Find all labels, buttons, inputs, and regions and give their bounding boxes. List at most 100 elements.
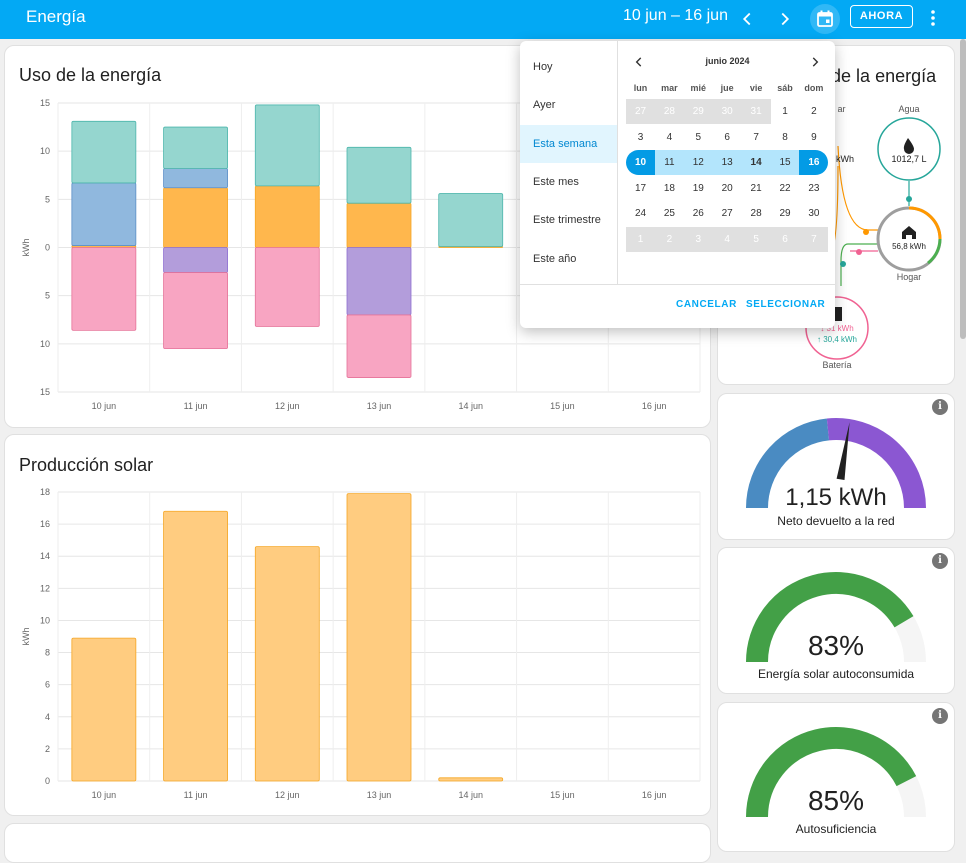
now-button[interactable]: AHORA <box>850 5 913 28</box>
more-vert-icon[interactable] <box>923 8 943 28</box>
calendar-day[interactable]: 30 <box>808 208 820 219</box>
preset-this-week[interactable]: Esta semana <box>520 125 617 163</box>
calendar-day[interactable]: 24 <box>634 208 647 219</box>
usage-bar-segment[interactable] <box>254 247 320 327</box>
calendar-day[interactable]: 10 <box>626 150 655 175</box>
y-tick-label: 15 <box>40 387 50 397</box>
calendar-button[interactable] <box>810 4 840 34</box>
usage-bar-segment[interactable] <box>346 146 412 204</box>
calendar-day[interactable]: 14 <box>741 150 771 175</box>
usage-bar-segment[interactable] <box>163 126 228 169</box>
usage-bar-segment[interactable] <box>71 247 137 331</box>
calendar-day[interactable]: 3 <box>637 131 644 143</box>
solar-production-title: Producción solar <box>19 455 154 475</box>
usage-bar-segment[interactable] <box>71 182 137 246</box>
top-app-bar: Energía 10 jun – 16 jun AHORA <box>0 0 966 39</box>
prev-month-icon[interactable] <box>632 55 646 69</box>
usage-bar-segment[interactable] <box>163 272 228 350</box>
y-tick-label: 2 <box>45 744 50 754</box>
calendar-day[interactable]: 4 <box>666 131 673 143</box>
calendar-day[interactable]: 7 <box>753 131 759 143</box>
calendar-day[interactable]: 5 <box>695 131 702 143</box>
calendar-day[interactable]: 17 <box>634 182 647 194</box>
next-month-icon[interactable] <box>808 55 822 69</box>
solar-self-consumed-gauge-card: i 83% Energía solar autoconsumida <box>717 547 955 694</box>
usage-bar-segment[interactable] <box>254 185 320 248</box>
solar-bar[interactable] <box>71 637 137 782</box>
calendar-day[interactable]: 20 <box>721 182 733 194</box>
calendar-day[interactable]: 22 <box>779 182 791 194</box>
info-icon[interactable]: i <box>932 399 948 415</box>
usage-bar-segment[interactable] <box>163 187 228 248</box>
y-tick-label: 16 <box>40 519 50 529</box>
home-label: Hogar <box>896 272 922 282</box>
solar-production-chart: 0 2 4 6 8 10 12 14 16 18 kWh 10 jun 11 jun 12 jun 13 j… <box>21 487 701 800</box>
calendar-day[interactable]: 18 <box>663 182 675 194</box>
preset-today[interactable]: Hoy <box>533 61 553 73</box>
calendar-day[interactable]: 28 <box>750 208 762 219</box>
date-picker-footer: CANCELAR SELECCIONAR <box>520 284 835 328</box>
y-tick-label: 18 <box>40 487 50 497</box>
calendar-day[interactable]: 6 <box>724 131 730 143</box>
preset-this-month[interactable]: Este mes <box>533 176 579 188</box>
calendar-day[interactable]: 12 <box>683 150 713 175</box>
y-tick-label: 6 <box>45 680 50 690</box>
calendar-day[interactable]: 9 <box>811 131 817 143</box>
y-tick-label: 10 <box>40 339 50 349</box>
preset-yesterday[interactable]: Ayer <box>533 99 556 111</box>
solar-self-consumed-gauge <box>746 572 926 663</box>
solar-production-card: Producción solar 0 2 4 6 8 10 12 14 16 18 kWh 10 ju… <box>4 434 711 816</box>
x-tick-label: 12 jun <box>275 401 300 411</box>
usage-bar-segment[interactable] <box>346 202 412 248</box>
cancel-button[interactable]: CANCELAR <box>676 299 737 310</box>
usage-bar-segment[interactable] <box>346 314 412 378</box>
calendar-day[interactable]: 15 <box>770 150 800 175</box>
calendar-day[interactable]: 1 <box>782 106 788 117</box>
usage-bar-segment[interactable] <box>438 193 504 247</box>
preset-this-year[interactable]: Este año <box>533 253 577 265</box>
calendar-day[interactable]: 8 <box>782 131 788 143</box>
weekday-label: vie <box>749 83 763 93</box>
usage-bar-segment[interactable] <box>71 120 137 184</box>
select-button[interactable]: SELECCIONAR <box>746 299 826 310</box>
y-tick-label: 10 <box>40 146 50 156</box>
usage-bar-segment[interactable] <box>163 247 228 273</box>
calendar-day[interactable]: 16 <box>799 150 829 175</box>
gauge-value: 1,15 kWh <box>785 484 887 511</box>
calendar-day[interactable]: 29 <box>779 208 791 219</box>
weekday-label: mié <box>690 83 707 93</box>
preset-this-quarter[interactable]: Este trimestre <box>533 214 601 226</box>
y-tick-label: 0 <box>45 776 50 786</box>
calendar-day[interactable]: 26 <box>692 208 704 219</box>
calendar-day[interactable]: 27 <box>721 208 733 219</box>
x-tick-label: 15 jun <box>550 790 575 800</box>
chevron-right-icon[interactable] <box>774 8 796 30</box>
solar-bar[interactable] <box>438 777 504 782</box>
x-tick-label: 15 jun <box>550 401 575 411</box>
calendar-day[interactable]: 21 <box>750 182 762 194</box>
calendar-day[interactable]: 19 <box>692 182 704 194</box>
page-title: Energía <box>26 7 86 26</box>
solar-bar[interactable] <box>163 510 228 782</box>
scrollbar[interactable] <box>960 39 966 339</box>
self-sufficiency-gauge-card: i 85% Autosuficiencia <box>717 702 955 852</box>
weekday-label: sáb <box>777 83 793 93</box>
usage-bar-segment[interactable] <box>163 168 228 189</box>
usage-bar-segment[interactable] <box>254 104 320 187</box>
calendar-day[interactable]: 2 <box>811 106 817 117</box>
calendar-day[interactable]: 25 <box>663 208 675 219</box>
chevron-left-icon[interactable] <box>736 8 758 30</box>
info-icon[interactable]: i <box>932 553 948 569</box>
info-icon[interactable]: i <box>932 708 948 724</box>
x-tick-label: 16 jun <box>642 401 667 411</box>
calendar-header: junio 2024 <box>620 53 835 73</box>
net-return-gauge-card: i 1,15 kWh Neto devuelto a la red <box>717 393 955 540</box>
calendar-day[interactable]: 11 <box>654 150 684 175</box>
calendar-day[interactable]: 13 <box>712 150 742 175</box>
battery-label: Batería <box>822 360 852 370</box>
usage-bar-segment[interactable] <box>346 247 412 316</box>
solar-bar[interactable] <box>346 493 412 782</box>
solar-bar[interactable] <box>254 546 320 782</box>
y-tick-label: 0 <box>45 243 50 253</box>
calendar-day[interactable]: 23 <box>808 182 820 194</box>
